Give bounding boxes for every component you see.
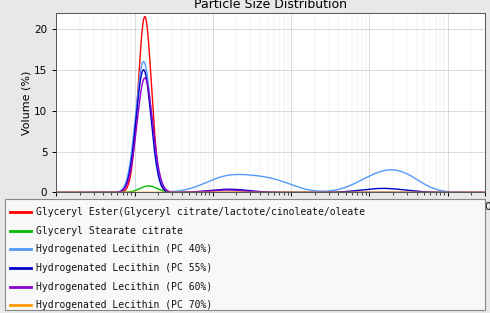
Text: Hydrogenated Lecithin (PC 40%): Hydrogenated Lecithin (PC 40%) (36, 244, 212, 254)
X-axis label: Particle Size (μm): Particle Size (μm) (221, 214, 320, 224)
Text: Hydrogenated Lecithin (PC 70%): Hydrogenated Lecithin (PC 70%) (36, 300, 212, 310)
Title: Particle Size Distribution: Particle Size Distribution (194, 0, 347, 11)
Text: Glyceryl Ester(Glyceryl citrate/lactote/cinoleate/oleate: Glyceryl Ester(Glyceryl citrate/lactote/… (36, 208, 365, 218)
Text: Hydrogenated Lecithin (PC 60%): Hydrogenated Lecithin (PC 60%) (36, 281, 212, 291)
Text: Hydrogenated Lecithin (PC 55%): Hydrogenated Lecithin (PC 55%) (36, 263, 212, 273)
Text: Glyceryl Stearate citrate: Glyceryl Stearate citrate (36, 226, 183, 236)
Y-axis label: Volume (%): Volume (%) (21, 70, 31, 135)
